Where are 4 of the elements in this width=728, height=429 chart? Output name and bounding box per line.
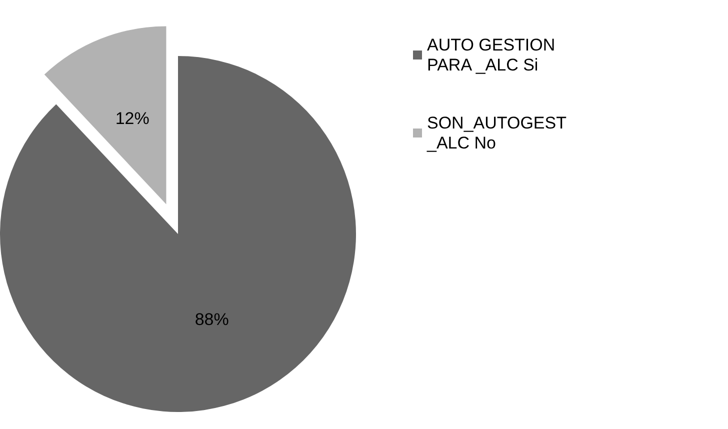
data-label: 88% bbox=[194, 310, 229, 330]
data-label: 12% bbox=[115, 109, 150, 128]
legend-label: AUTO GESTION PARA _ALC Si bbox=[427, 36, 560, 74]
legend-label: SON_AUTOGEST_ALC No bbox=[426, 114, 566, 152]
